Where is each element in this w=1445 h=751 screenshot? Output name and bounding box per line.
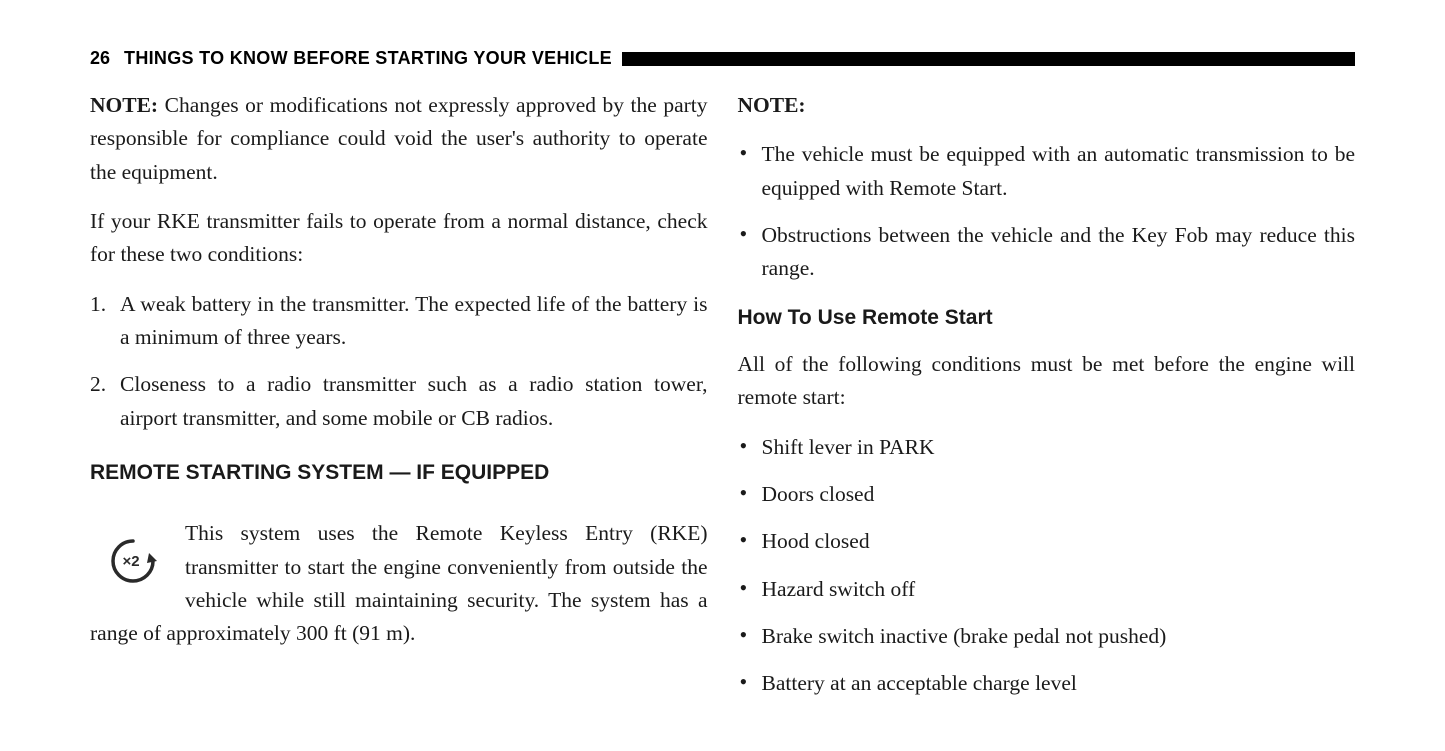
- note-paragraph: NOTE: Changes or modifications not expre…: [90, 89, 708, 189]
- page-header: 26 THINGS TO KNOW BEFORE STARTING YOUR V…: [90, 48, 1355, 69]
- left-column: NOTE: Changes or modifications not expre…: [90, 89, 708, 717]
- note-text: Changes or modifications not expressly a…: [90, 93, 708, 184]
- content-columns: NOTE: Changes or modifications not expre…: [90, 89, 1355, 717]
- list-item: Hood closed: [738, 525, 1356, 558]
- howto-intro: All of the following conditions must be …: [738, 348, 1356, 415]
- list-item: Shift lever in PARK: [738, 431, 1356, 464]
- note-label: NOTE:: [90, 93, 158, 117]
- howto-heading: How To Use Remote Start: [738, 302, 1356, 335]
- list-item: Obstructions between the vehicle and the…: [738, 219, 1356, 286]
- note-label-right: NOTE:: [738, 89, 1356, 122]
- icon-label-text: ×2: [122, 553, 139, 570]
- list-item: Hazard switch off: [738, 573, 1356, 606]
- list-item: Brake switch inactive (brake pedal not p…: [738, 620, 1356, 653]
- rke-conditions-intro: If your RKE transmitter fails to operate…: [90, 205, 708, 272]
- header-rule: [622, 52, 1355, 66]
- note-bullets: The vehicle must be equipped with an aut…: [738, 138, 1356, 285]
- remote-start-paragraph-wrap: ×2 This system uses the Remote Keyless E…: [90, 517, 708, 650]
- right-column: NOTE: The vehicle must be equipped with …: [738, 89, 1356, 717]
- list-item: Closeness to a radio transmitter such as…: [90, 368, 708, 435]
- remote-start-icon: ×2: [90, 521, 175, 601]
- list-item: Battery at an acceptable charge level: [738, 667, 1356, 700]
- list-item: Doors closed: [738, 478, 1356, 511]
- section-title: THINGS TO KNOW BEFORE STARTING YOUR VEHI…: [124, 48, 612, 69]
- rke-conditions-list: A weak battery in the transmitter. The e…: [90, 288, 708, 435]
- page-number: 26: [90, 48, 110, 69]
- remote-start-paragraph: This system uses the Remote Keyless Entr…: [90, 521, 708, 645]
- list-item: A weak battery in the transmitter. The e…: [90, 288, 708, 355]
- note-label: NOTE:: [738, 93, 806, 117]
- remote-start-heading: REMOTE STARTING SYSTEM — IF EQUIPPED: [90, 457, 708, 490]
- list-item: The vehicle must be equipped with an aut…: [738, 138, 1356, 205]
- conditions-list: Shift lever in PARK Doors closed Hood cl…: [738, 431, 1356, 701]
